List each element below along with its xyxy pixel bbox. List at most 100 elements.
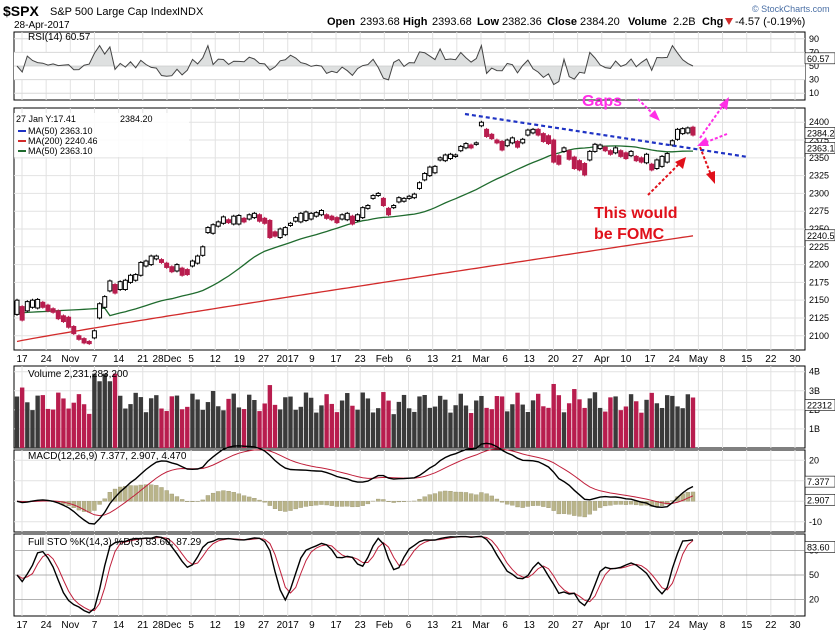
volume-bar (401, 394, 407, 448)
y-tick-label: 50 (809, 61, 819, 71)
volume-bar (241, 409, 247, 448)
x-tick-label: 17 (16, 620, 28, 631)
volume-bar (458, 393, 463, 448)
candle-body (370, 195, 376, 199)
volume-bar (205, 402, 211, 448)
macd-hist-bar (252, 498, 257, 502)
macd-hist-bar (164, 490, 169, 502)
volume-bar (56, 392, 61, 448)
candle-body (401, 197, 407, 202)
volume-bar (210, 390, 216, 448)
macd-hist-bar (546, 501, 551, 508)
x-tick-label: 6 (502, 354, 508, 365)
candle-body (540, 133, 546, 142)
volume-bar (200, 409, 205, 448)
y-tick-label: 2250 (809, 224, 829, 234)
y-tick-label: 2175 (809, 277, 829, 287)
candle-body (40, 301, 46, 308)
volume-bar (685, 394, 691, 448)
macd-hist-bar (345, 501, 350, 507)
candle-body (613, 147, 619, 154)
x-tick-label: 5 (188, 620, 194, 631)
candle-body (66, 316, 72, 328)
chg-value: -4.57 (-0.19%) (735, 16, 805, 28)
x-tick-label: 8 (720, 354, 726, 365)
volume-bar (35, 395, 40, 448)
candle-body (638, 157, 644, 163)
volume-bar (644, 399, 649, 448)
y-tick-label: 2200 (809, 260, 829, 270)
volume-bar (138, 397, 144, 448)
candle-body (664, 153, 670, 163)
candle-body (582, 163, 588, 176)
volume-bar (639, 412, 644, 448)
macd-hist-bar (510, 501, 515, 506)
x-tick-label: 21 (451, 620, 463, 631)
volume-bar (267, 385, 273, 448)
candle-body (551, 139, 557, 163)
candle-body (19, 306, 25, 321)
macd-hist-bar (293, 501, 298, 510)
x-tick-label: 10 (620, 620, 632, 631)
volume-bar (386, 400, 391, 448)
volume-bar (174, 395, 180, 448)
candle-body (179, 267, 185, 276)
macd-panel (14, 442, 805, 525)
volume-bar (339, 400, 345, 448)
macd-hist-bar (628, 501, 634, 505)
macd-hist-bar (257, 499, 262, 502)
y-tick-label: 20 (809, 455, 819, 465)
candle-body (298, 212, 304, 223)
macd-hist-bar (649, 501, 654, 507)
volume-bar (381, 392, 386, 448)
candle-body (71, 326, 77, 335)
candle-body (164, 262, 170, 268)
rsi-panel (14, 38, 805, 94)
macd-signal-line (16, 448, 694, 517)
x-tick-label: 15 (741, 354, 753, 365)
macd-hist-bar (417, 498, 422, 502)
volume-bar (654, 403, 660, 448)
candle-body (504, 139, 510, 147)
legend-ma50-a: MA(50) 2363.10 (28, 126, 93, 136)
macd-hist-bar (505, 501, 510, 505)
candle-body (525, 129, 531, 136)
candle-body (618, 150, 624, 157)
candle-body (324, 214, 330, 219)
x-tick-label: 17 (645, 620, 657, 631)
macd-hist-bar (520, 501, 525, 508)
volume-bar (623, 406, 629, 448)
candle-body (592, 143, 598, 152)
x-tick-label: 21 (137, 354, 149, 365)
macd-hist-bar (623, 501, 629, 505)
macd-hist-bar (303, 501, 309, 507)
volume-bar (535, 393, 541, 448)
candle-body (318, 209, 324, 216)
volume-bar (479, 395, 484, 448)
candle-body (128, 274, 134, 283)
x-tick-label: Mar (472, 354, 490, 365)
header-date: 28-Apr-2017 (14, 20, 70, 31)
fomc-label-2: be FOMC (594, 226, 665, 243)
volume-bar (107, 381, 113, 448)
candle-body (468, 144, 474, 149)
close-label: Close (547, 16, 577, 28)
macd-hist-bar (350, 501, 355, 508)
candle-body (189, 260, 195, 267)
macd-hist-bar (231, 492, 236, 502)
candle-body (623, 152, 629, 160)
volume-bar (551, 383, 556, 448)
candle-body (484, 128, 490, 137)
volume-bar (87, 413, 92, 448)
volume-bar (288, 396, 293, 448)
y-tick-label: 4B (809, 367, 820, 377)
volume-bar (572, 389, 577, 448)
volume-bar (453, 405, 458, 448)
x-tick-label: Mar (472, 620, 490, 631)
chg-label: Chg (702, 16, 723, 28)
macd-hist-bar (205, 495, 211, 502)
macd-hist-bar (128, 485, 133, 502)
volume-bar (159, 408, 164, 448)
macd-hist-bar (221, 490, 226, 502)
candle-body (546, 135, 552, 145)
